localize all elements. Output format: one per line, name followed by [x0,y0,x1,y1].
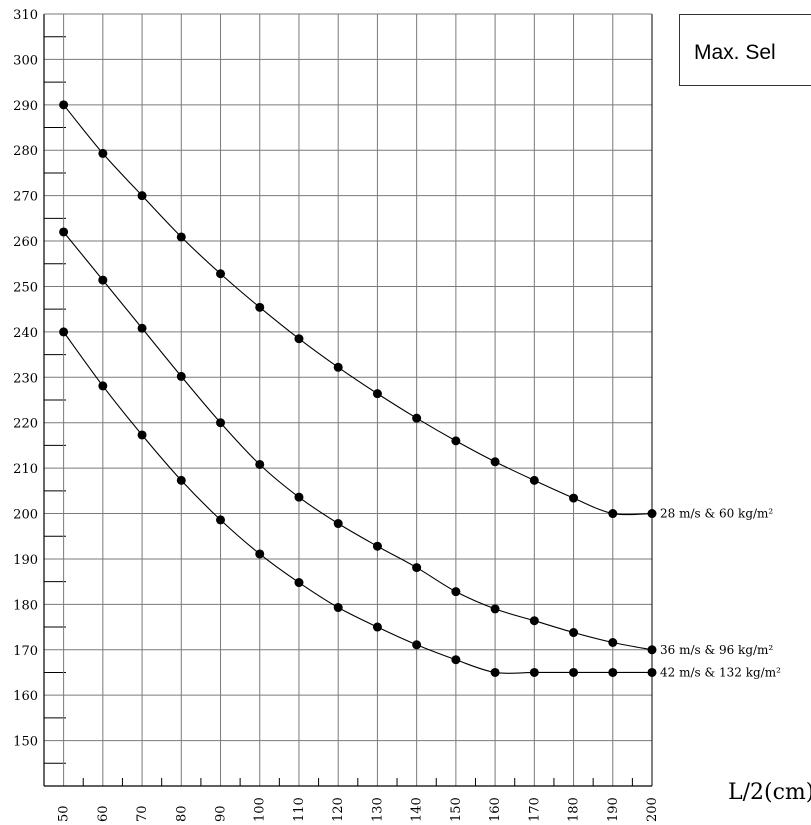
x-tick-label: 100 [253,797,268,822]
data-point [608,509,618,519]
data-point [647,645,657,655]
data-point [59,100,69,110]
x-tick-labels: 50 60 70 80 90 100 110 120 130 140 150 160 170 180 190… [57,797,660,822]
data-point [333,362,343,372]
data-point [412,640,422,650]
x-tick-label: 170 [527,797,542,822]
data-point [412,563,422,573]
data-point [333,519,343,529]
series-line-1 [63,104,653,516]
data-point [372,541,382,551]
x-tick-label: 160 [488,797,503,822]
y-tick-label: 160 [13,689,38,704]
chart-title: Max. Sel [694,41,776,64]
series-line-3 [63,331,652,674]
title-box: Max. Sel [679,14,811,86]
data-point [216,515,226,525]
x-tick-label: 150 [449,797,464,822]
data-point [98,381,108,391]
x-tick-label: 90 [214,805,229,822]
y-tick-label: 190 [13,553,38,568]
data-point [294,578,304,588]
data-point [647,667,657,677]
data-point [59,227,69,237]
y-tick-label: 290 [13,99,38,114]
data-point [529,475,539,485]
series-label-1: 28 m/s & 60 kg/m² [660,507,773,521]
x-tick-label: 70 [135,805,150,822]
x-tick-label: 60 [96,805,111,822]
y-tick-label: 230 [13,371,38,386]
data-point [333,603,343,613]
x-tick-label: 130 [370,797,385,822]
x-tick-label: 110 [292,797,307,822]
x-tick-label: 80 [174,805,189,822]
y-tick-label: 200 [13,508,38,523]
series-points [59,100,657,677]
data-point [176,371,186,381]
data-point [137,191,147,201]
data-point [490,667,500,677]
data-point [372,389,382,399]
data-point [529,616,539,626]
y-tick-labels: 150 160 170 180 190 200 210 220 230 240 250 260 270 2… [13,8,38,750]
data-point [490,604,500,614]
y-tick-label: 280 [13,144,38,159]
chart-grid [43,13,653,786]
x-tick-label: 120 [331,797,346,822]
data-point [294,334,304,344]
x-tick-label: 50 [57,805,72,822]
data-point [647,509,657,519]
series-label-2: 36 m/s & 96 kg/m² [660,643,773,657]
chart-axes [43,13,653,787]
data-point [59,327,69,337]
data-point [608,667,618,677]
data-point [529,667,539,677]
data-point [176,475,186,485]
y-tick-label: 240 [13,326,38,341]
data-point [98,275,108,285]
y-tick-label: 150 [13,735,38,750]
y-tick-label: 300 [13,53,38,68]
y-tick-label: 170 [13,644,38,659]
y-tick-label: 220 [13,417,38,432]
y-tick-label: 210 [13,462,38,477]
data-point [294,492,304,502]
data-point [255,302,265,312]
data-point [137,323,147,333]
data-point [255,459,265,469]
data-point [255,549,265,559]
data-point [451,436,461,446]
series-labels: 28 m/s & 60 kg/m² 36 m/s & 96 kg/m² 42 m/s… [660,507,781,680]
x-tick-label: 200 [645,797,660,822]
data-point [569,667,579,677]
data-point [412,413,422,423]
x-tick-label: 140 [410,797,425,822]
series-lines [63,104,653,674]
x-tick-label: 180 [567,797,582,822]
data-point [216,418,226,428]
data-point [608,637,618,647]
series-label-3: 42 m/s & 132 kg/m² [660,665,781,679]
y-tick-label: 310 [13,8,38,23]
data-point [98,148,108,158]
y-tick-label: 250 [13,280,38,295]
data-point [569,493,579,503]
series-line-2 [63,231,653,651]
data-point [451,587,461,597]
data-point [216,269,226,279]
y-tick-label: 260 [13,235,38,250]
data-point [176,232,186,242]
data-point [569,628,579,638]
x-axis-label: L/2(cm) [728,780,811,805]
x-tick-label: 190 [606,797,621,822]
data-point [137,430,147,440]
y-tick-label: 180 [13,598,38,613]
data-point [451,655,461,665]
data-point [490,457,500,467]
data-point [372,622,382,632]
y-tick-label: 270 [13,190,38,205]
